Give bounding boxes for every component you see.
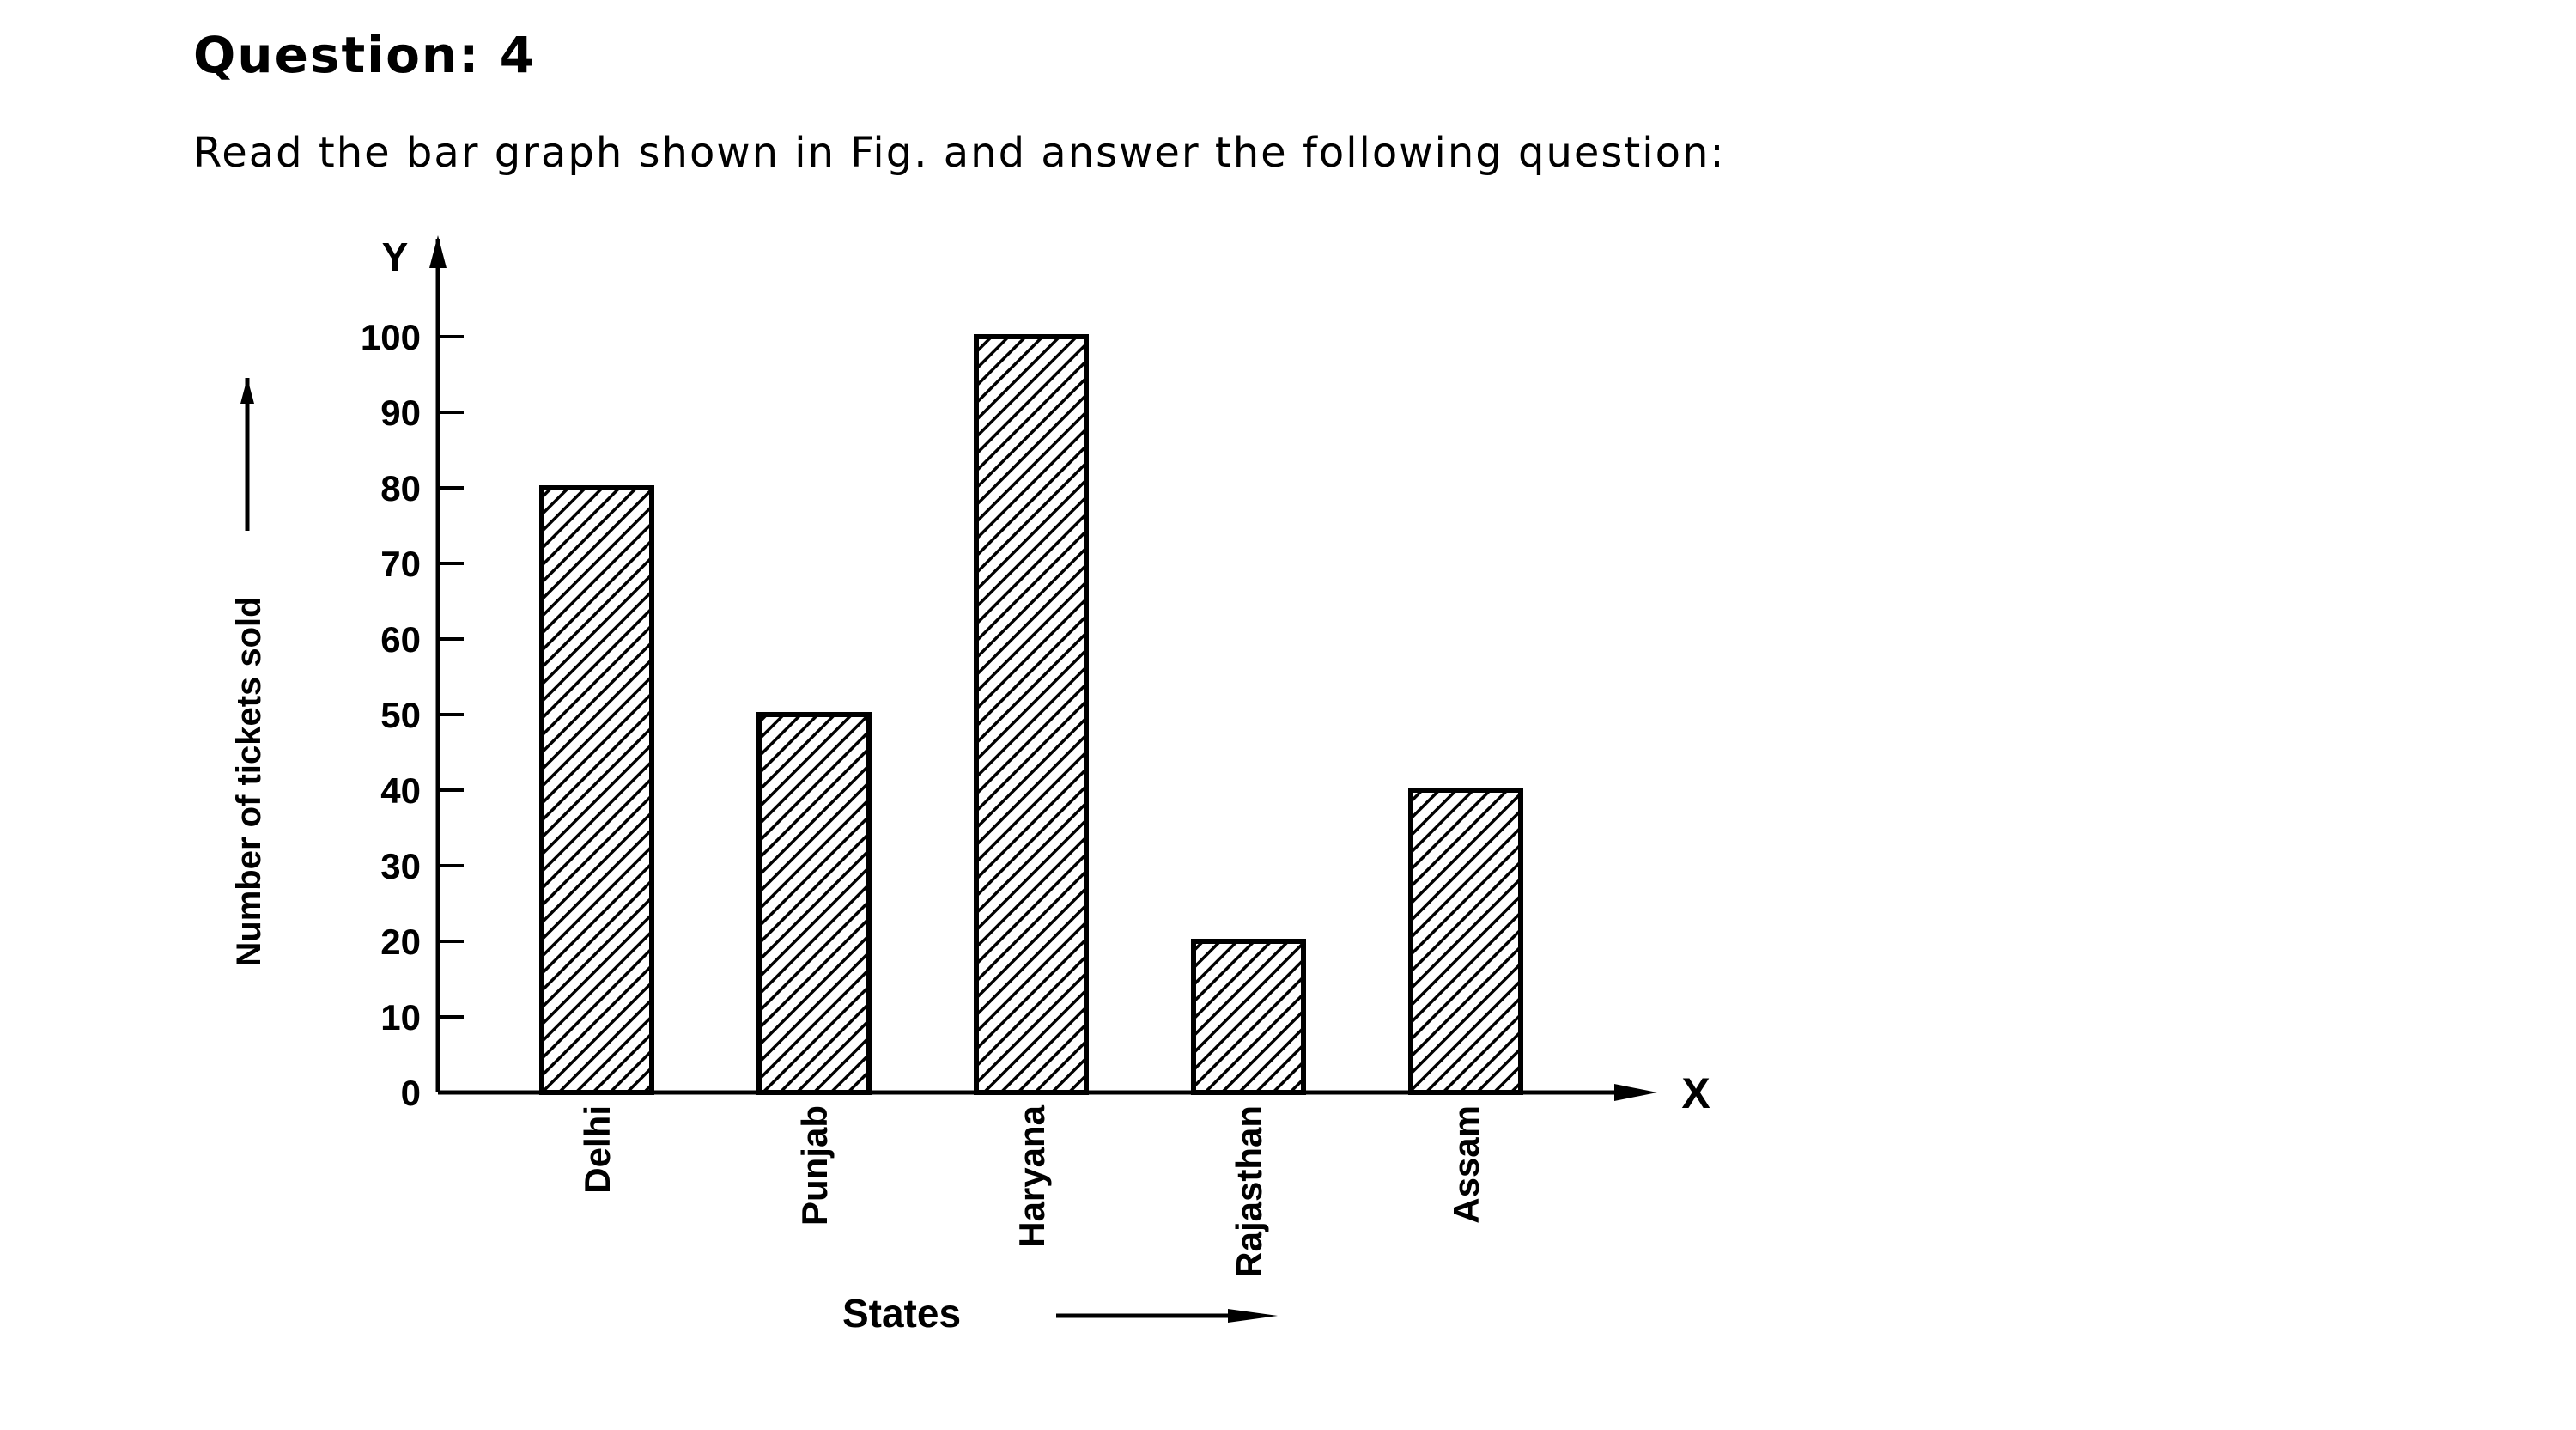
bar-haryana <box>974 334 1089 1095</box>
question-title: Question: 4 <box>193 26 536 84</box>
y-tick-label: 0 <box>401 1073 421 1113</box>
y-axis-title: Number of tickets sold <box>230 596 268 966</box>
bar-punjab <box>756 712 872 1095</box>
y-tick-label: 10 <box>380 997 421 1038</box>
x-axis-letter: X <box>1681 1069 1710 1117</box>
category-label-delhi: Delhi <box>577 1105 617 1194</box>
y-tick-label: 40 <box>380 770 421 811</box>
category-labels: Delhi Punjab Haryana Rajasthan Assam <box>577 1104 1486 1277</box>
x-axis-title: States <box>842 1291 961 1336</box>
y-tick-label: 30 <box>380 846 421 886</box>
bar-assam <box>1408 788 1523 1095</box>
category-label-rajasthan: Rajasthan <box>1229 1105 1269 1278</box>
bars <box>539 334 1523 1095</box>
y-title-arrowhead-icon <box>240 378 254 404</box>
category-label-assam: Assam <box>1446 1105 1486 1224</box>
y-tick-label: 100 <box>361 317 421 357</box>
y-tick-label: 90 <box>380 392 421 433</box>
bar-delhi <box>539 485 654 1095</box>
bar-rajasthan <box>1191 939 1306 1095</box>
y-tick-label: 60 <box>380 619 421 660</box>
x-axis-arrow-icon <box>1614 1084 1657 1101</box>
y-axis-letter: Y <box>382 234 409 279</box>
y-axis-arrow-icon <box>429 235 447 268</box>
y-tick-label: 20 <box>380 922 421 962</box>
y-tick-label: 70 <box>380 544 421 584</box>
category-label-haryana: Haryana <box>1012 1104 1052 1247</box>
category-label-punjab: Punjab <box>794 1105 835 1226</box>
y-ticks: 0 10 20 30 40 50 60 70 80 90 100 <box>361 317 464 1113</box>
question-text: Read the bar graph shown in Fig. and ans… <box>193 129 1726 177</box>
x-title-arrowhead-icon <box>1228 1309 1278 1323</box>
y-tick-label: 50 <box>380 695 421 735</box>
y-tick-label: 80 <box>380 468 421 508</box>
